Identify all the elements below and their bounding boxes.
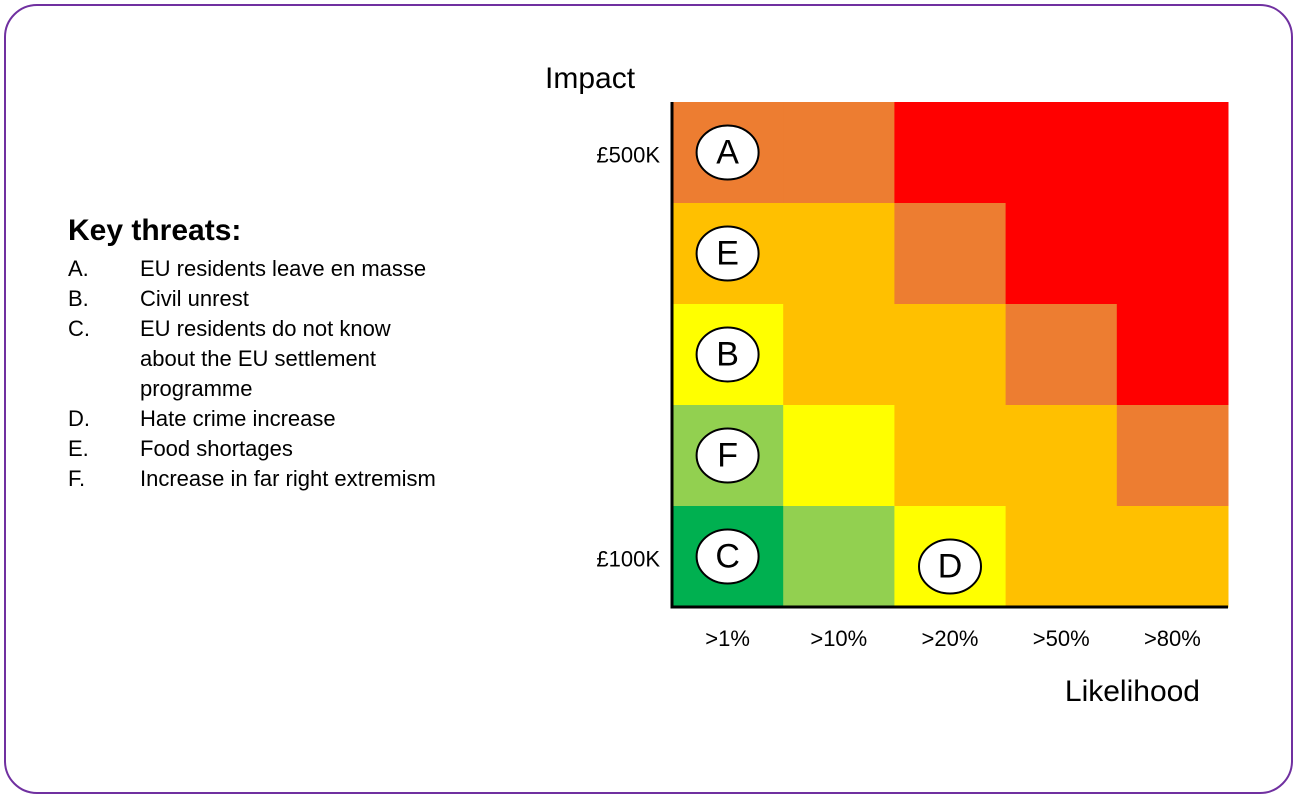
y-tick-label: £500K xyxy=(596,142,660,167)
cell xyxy=(783,506,895,608)
cell xyxy=(1116,506,1229,608)
marker-label: E xyxy=(716,234,739,272)
key-text: Increase in far right extremism xyxy=(140,466,436,491)
cell xyxy=(783,102,895,204)
cell xyxy=(783,405,895,507)
key-text: Food shortages xyxy=(140,436,293,461)
key-text: programme xyxy=(140,376,252,401)
marker-label: F xyxy=(717,436,738,474)
key-text: Hate crime increase xyxy=(140,406,336,431)
key-letter: E. xyxy=(68,436,89,461)
cell xyxy=(1005,506,1118,608)
cell xyxy=(1116,102,1229,204)
key-title: Key threats: xyxy=(68,214,241,247)
marker-label: B xyxy=(716,335,739,373)
cell xyxy=(894,304,1007,406)
y-axis-label: Impact xyxy=(545,62,636,95)
cell xyxy=(1005,102,1118,204)
y-tick-label: £100K xyxy=(596,546,660,571)
key-text: Civil unrest xyxy=(140,286,249,311)
x-axis-label: Likelihood xyxy=(1065,675,1200,708)
cell xyxy=(1005,405,1118,507)
cell xyxy=(894,203,1007,305)
cell xyxy=(1116,203,1229,305)
marker xyxy=(695,225,760,282)
x-tick-label: >10% xyxy=(810,626,867,651)
key-text: about the EU settlement xyxy=(140,346,376,371)
x-tick-label: >20% xyxy=(922,626,979,651)
key-letter: C. xyxy=(68,316,90,341)
x-tick-label: >50% xyxy=(1033,626,1090,651)
marker xyxy=(695,427,760,484)
x-tick-label: >80% xyxy=(1144,626,1201,651)
key-text: EU residents do not know xyxy=(140,316,391,341)
marker-label: A xyxy=(716,133,739,171)
key-letter: D. xyxy=(68,406,90,431)
cell xyxy=(1005,203,1118,305)
marker xyxy=(918,538,982,595)
key-letter: A. xyxy=(68,256,89,281)
x-tick-label: >1% xyxy=(705,626,750,651)
marker xyxy=(695,326,760,383)
key-text: EU residents leave en masse xyxy=(140,256,426,281)
key-letter: F. xyxy=(68,466,85,491)
cell xyxy=(783,304,895,406)
key-letter: B. xyxy=(68,286,89,311)
cell xyxy=(894,102,1007,204)
marker xyxy=(695,528,760,585)
marker-label: D xyxy=(938,547,963,585)
cell xyxy=(783,203,895,305)
cell xyxy=(1005,304,1118,406)
cell xyxy=(1116,405,1229,507)
cell xyxy=(1116,304,1229,406)
cell xyxy=(894,405,1007,507)
marker-label: C xyxy=(715,537,740,575)
marker xyxy=(695,124,760,181)
